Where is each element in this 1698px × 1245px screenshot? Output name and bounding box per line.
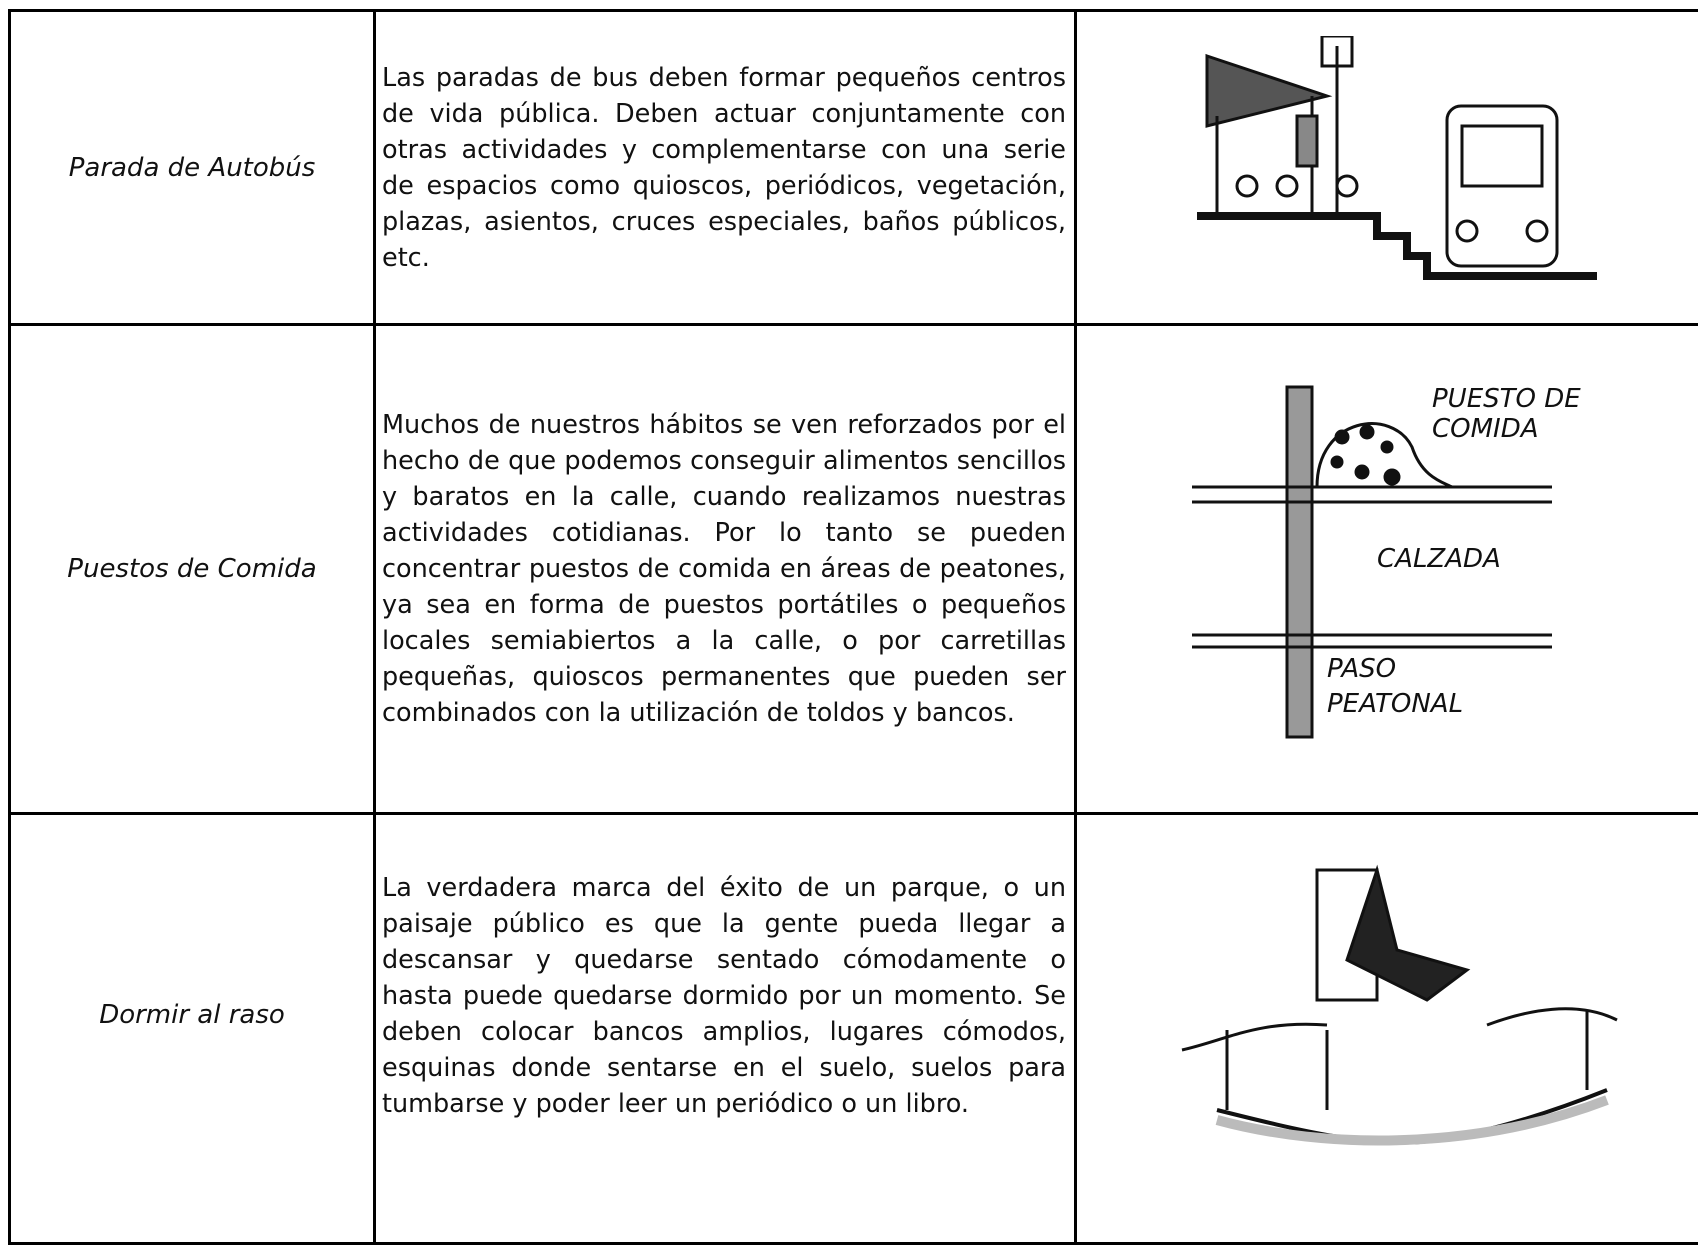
sketch-label: PUESTO DE — [1432, 384, 1581, 414]
table: Parada de Autobús Las paradas de bus deb… — [8, 9, 1698, 1245]
row: Puestos de Comida Muchos de nuestros háb… — [10, 325, 1698, 814]
row: Parada de Autobús Las paradas de bus deb… — [10, 11, 1698, 325]
park-sketch — [1177, 850, 1657, 1150]
sketch-label: COMIDA — [1432, 414, 1539, 444]
sketch-label: PASO — [1327, 654, 1396, 684]
name-cell: Dormir al raso — [10, 814, 375, 1244]
image-cell — [1076, 814, 1698, 1244]
image-cell: PUESTO DE COMIDA CALZADA PASO PEATONAL — [1076, 325, 1698, 814]
text-cell: La verdadera marca del éxito de un parqu… — [375, 814, 1076, 1244]
name-cell: Puestos de Comida — [10, 325, 375, 814]
image-cell — [1076, 11, 1698, 325]
text-cell: Muchos de nuestros hábitos se ven reforz… — [375, 325, 1076, 814]
bus-stop-sketch — [1177, 36, 1657, 296]
description: Muchos de nuestros hábitos se ven reforz… — [376, 407, 1074, 731]
description: La verdadera marca del éxito de un parqu… — [376, 870, 1074, 1122]
food-stall-sketch: PUESTO DE COMIDA CALZADA PASO PEATONAL — [1192, 377, 1652, 757]
text-cell: Las paradas de bus deben formar pequeños… — [375, 11, 1076, 325]
sketch-label: PEATONAL — [1327, 689, 1463, 719]
row: Dormir al raso La verdadera marca del éx… — [10, 814, 1698, 1244]
sketch-label: CALZADA — [1377, 544, 1501, 574]
description: Las paradas de bus deben formar pequeños… — [376, 60, 1074, 276]
name-cell: Parada de Autobús — [10, 11, 375, 325]
